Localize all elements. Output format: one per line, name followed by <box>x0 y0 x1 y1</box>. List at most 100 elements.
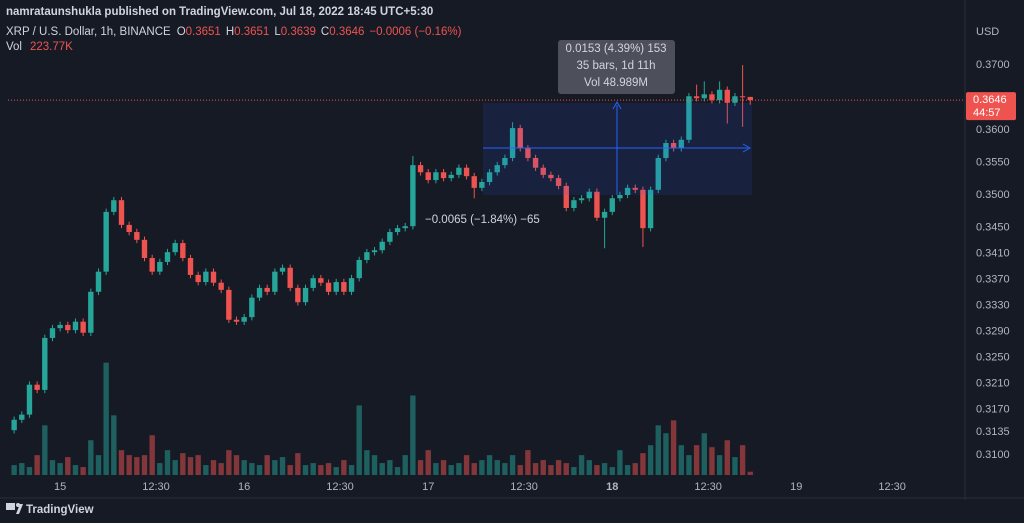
candle-body <box>72 321 79 331</box>
volume-bar <box>525 450 531 475</box>
volume-bar <box>19 463 25 475</box>
volume-bar <box>394 467 401 475</box>
volume-bar <box>88 440 94 475</box>
volume-bar <box>318 465 324 475</box>
volume-bar <box>732 457 738 475</box>
volume-bar <box>195 455 201 475</box>
logo-text: TradingView <box>26 504 94 516</box>
candle-body <box>417 165 424 173</box>
candle-body <box>448 174 454 179</box>
y-tick-label: 0.3135 <box>976 426 1010 438</box>
candle-body <box>486 172 493 183</box>
candle-body <box>517 128 523 149</box>
volume-bar <box>494 460 500 475</box>
candle-body <box>356 259 362 279</box>
candle-body <box>640 189 646 229</box>
candle-body <box>172 243 178 253</box>
volume-bar <box>287 465 293 475</box>
candle-body <box>149 258 155 272</box>
candle-body <box>26 384 33 415</box>
y-tick-label: 0.3550 <box>976 156 1010 168</box>
candle-body <box>218 282 224 290</box>
volume-bar <box>356 405 362 475</box>
last-price-label: 0.3646 <box>973 94 1007 106</box>
logo-icon <box>6 503 15 510</box>
volume-bar <box>486 455 493 475</box>
volume-bar <box>433 463 439 475</box>
candle-body <box>425 172 431 181</box>
candle-body <box>103 211 109 272</box>
volume-bar <box>509 455 516 475</box>
candle-body <box>302 287 309 303</box>
candle-body <box>525 148 531 158</box>
candle-body <box>341 282 347 292</box>
candle-body <box>632 187 638 190</box>
candle-body <box>49 328 56 338</box>
volume-bar <box>111 415 117 475</box>
volume-bar <box>532 463 539 475</box>
volume-bar <box>555 460 562 475</box>
x-tick-label: 19 <box>790 481 802 493</box>
volume-bar <box>655 425 661 475</box>
volume-bar <box>103 362 109 475</box>
volume-bar <box>272 460 278 475</box>
candle-body <box>394 228 401 233</box>
candle-body <box>670 143 677 149</box>
y-tick-label: 0.3290 <box>976 325 1010 337</box>
ohlc-value: 0.3646 <box>329 26 364 38</box>
volume-bar <box>402 455 408 475</box>
candle-body <box>111 200 117 212</box>
candle-body <box>402 226 408 229</box>
candle-body <box>509 128 516 158</box>
volume-bar <box>141 455 148 475</box>
candle-body <box>318 278 324 283</box>
candle-body <box>195 274 201 283</box>
candle-body <box>563 185 569 208</box>
candle-body <box>479 182 485 188</box>
volume-bar <box>571 467 577 475</box>
candle-body <box>609 198 615 212</box>
volume-bar <box>333 467 339 475</box>
volume-name: Vol <box>6 41 22 53</box>
volume-bar <box>601 463 608 475</box>
candle-body <box>134 232 140 240</box>
candle-body <box>379 241 385 251</box>
volume-bar <box>233 455 240 475</box>
volume-bar <box>471 463 477 475</box>
x-tick-label: 12:30 <box>510 481 538 493</box>
volume-bar <box>647 445 654 475</box>
symbol-title: XRP / U.S. Dollar, 1h, BINANCE <box>6 26 171 38</box>
volume-bar <box>387 460 393 475</box>
volume-bar <box>548 465 554 475</box>
volume-bar <box>617 450 623 475</box>
logo-icon <box>16 503 20 507</box>
y-tick-label: 0.3210 <box>976 377 1010 389</box>
measure-label: 0.0153 (4.39%) 153 <box>565 43 666 55</box>
candle-body <box>180 243 186 259</box>
volume-bar <box>310 463 316 475</box>
candle-body <box>571 200 577 208</box>
candle-body <box>709 94 715 101</box>
y-tick-label: 0.3500 <box>976 189 1010 201</box>
volume-bar <box>456 463 462 475</box>
y-tick-label: 0.3600 <box>976 124 1010 136</box>
x-tick-label: 16 <box>238 481 250 493</box>
x-tick-label: 12:30 <box>694 481 722 493</box>
volume-bar <box>609 467 615 475</box>
candle-body <box>701 94 707 99</box>
volume-bar <box>463 455 470 475</box>
candle-body <box>210 271 217 283</box>
candle-body <box>494 165 500 173</box>
candle-body <box>233 319 240 322</box>
volume-bar <box>563 463 569 475</box>
volume-bar <box>218 463 224 475</box>
candle-body <box>371 250 378 253</box>
candle-body <box>11 419 17 431</box>
volume-bar <box>72 465 79 475</box>
candle-body <box>333 282 339 292</box>
y-tick-label: 0.3170 <box>976 403 1010 415</box>
volume-bar <box>203 465 209 475</box>
volume-bar <box>578 455 585 475</box>
x-tick-label: 15 <box>54 481 66 493</box>
candle-body <box>118 200 125 225</box>
